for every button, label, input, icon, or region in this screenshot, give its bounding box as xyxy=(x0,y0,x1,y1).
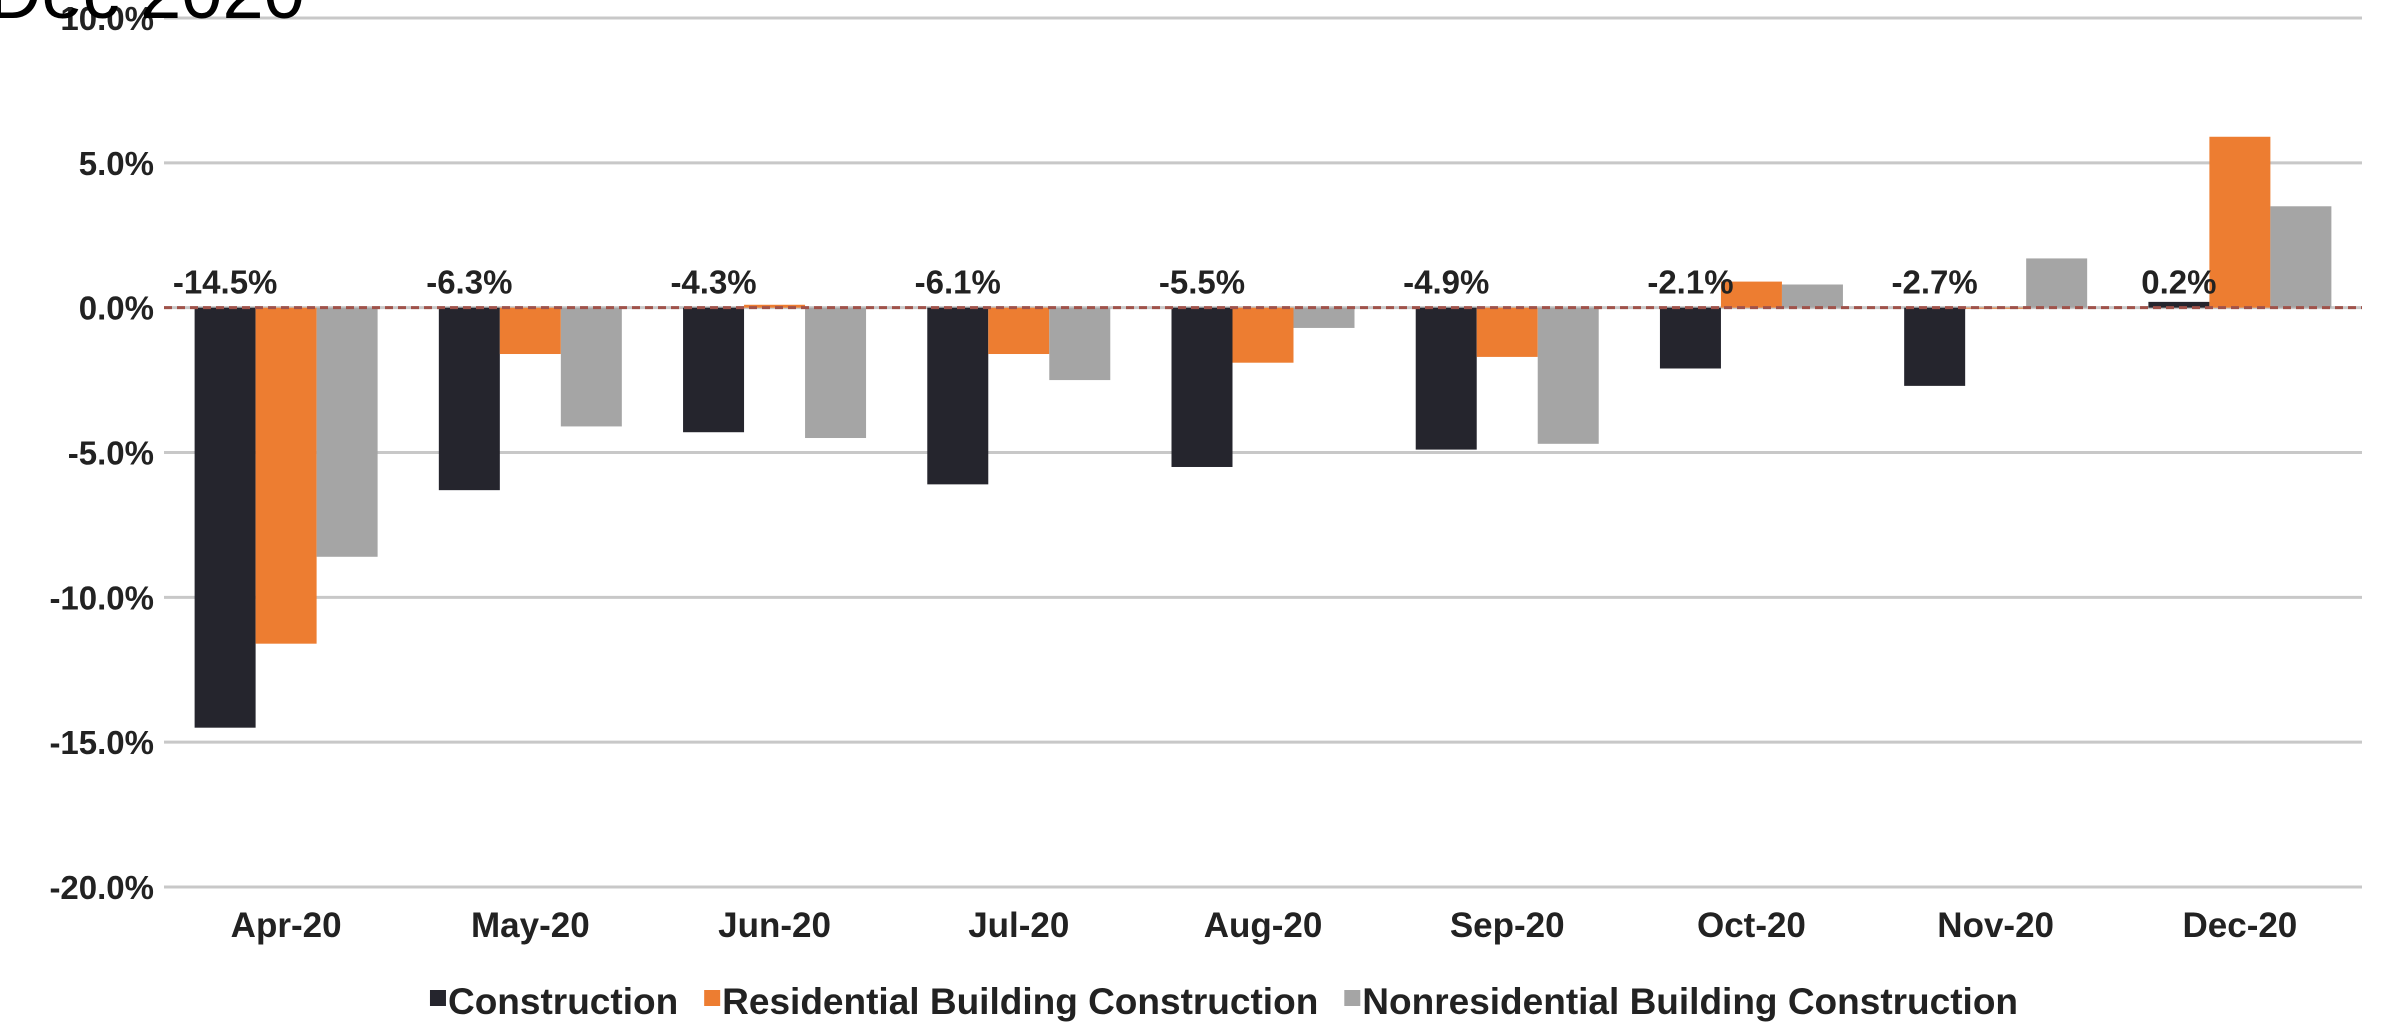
bar xyxy=(255,307,317,644)
legend-item: Nonresidential Building Construction xyxy=(1344,981,2018,1022)
bar xyxy=(316,307,378,557)
bar xyxy=(1232,307,1294,363)
y-tick-label: 0.0% xyxy=(79,290,154,327)
bar xyxy=(1965,307,2027,309)
data-label: -14.5% xyxy=(173,264,278,301)
bar xyxy=(1293,307,1355,328)
legend-swatch xyxy=(429,990,446,1006)
bar xyxy=(744,304,806,308)
bar xyxy=(927,307,989,485)
x-tick-label: Aug-20 xyxy=(1204,906,1323,945)
bar xyxy=(805,307,867,439)
x-tick-label: Oct-20 xyxy=(1697,906,1806,945)
data-label: -4.3% xyxy=(670,264,756,301)
bar xyxy=(2148,301,2210,308)
bar xyxy=(1415,307,1477,450)
bar xyxy=(438,307,500,491)
bar xyxy=(1659,307,1721,369)
x-tick-label: Nov-20 xyxy=(1937,906,2054,945)
labels: -20.0% -15.0% -10.0% -5.0% 0.0% 5.0% 10.0% -14.… xyxy=(49,0,2297,1022)
data-label: -2.7% xyxy=(1892,264,1978,301)
x-tick-label: Apr-20 xyxy=(231,906,342,945)
bar xyxy=(499,307,561,355)
y-tick-label: 5.0% xyxy=(79,145,154,182)
bar xyxy=(194,307,256,728)
bars xyxy=(164,136,2362,728)
legend-swatch xyxy=(704,990,721,1006)
bar xyxy=(2209,136,2271,308)
bar xyxy=(560,307,622,427)
y-tick-label: -15.0% xyxy=(49,724,154,761)
y-tick-label: -20.0% xyxy=(49,869,154,906)
y-tick-label: -10.0% xyxy=(49,579,154,616)
x-tick-label: Jun-20 xyxy=(718,906,831,945)
data-label: 0.2% xyxy=(2141,264,2216,301)
bar xyxy=(1720,281,1782,308)
bar xyxy=(1049,307,1111,381)
legend-swatch xyxy=(1344,990,1361,1006)
chart-title: Dec 2020 xyxy=(0,0,305,34)
bar xyxy=(1904,307,1966,386)
bar xyxy=(988,307,1050,355)
bar xyxy=(1537,307,1599,444)
bar xyxy=(683,307,745,433)
legend-item: Construction xyxy=(429,981,678,1022)
x-tick-label: Dec-20 xyxy=(2182,906,2297,945)
bar xyxy=(1476,307,1538,357)
bar xyxy=(2026,258,2088,308)
bar xyxy=(1171,307,1233,467)
data-label: -6.3% xyxy=(426,264,512,301)
x-tick-label: Jul-20 xyxy=(968,906,1069,945)
data-label: -4.9% xyxy=(1403,264,1489,301)
bar xyxy=(2270,206,2332,308)
data-label: -5.5% xyxy=(1159,264,1245,301)
legend-label: Residential Building Construction xyxy=(722,981,1318,1022)
data-label: -2.1% xyxy=(1647,264,1733,301)
y-tick-label: -5.0% xyxy=(68,435,154,472)
data-label: -6.1% xyxy=(915,264,1001,301)
y-tick-label: 10.0% xyxy=(60,0,154,37)
x-tick-label: May-20 xyxy=(471,906,590,945)
x-tick-label: Sep-20 xyxy=(1450,906,1565,945)
legend-label: Nonresidential Building Construction xyxy=(1362,981,2018,1022)
legend-label: Construction xyxy=(448,981,678,1022)
legend-item: Residential Building Construction xyxy=(704,981,1318,1022)
bar xyxy=(1781,284,1843,308)
